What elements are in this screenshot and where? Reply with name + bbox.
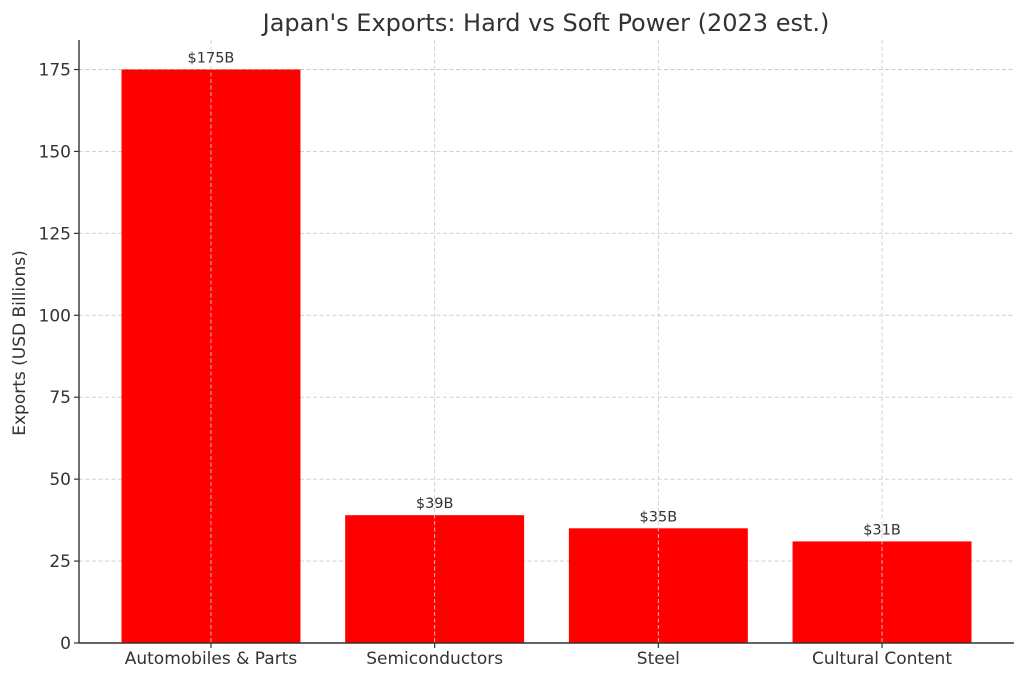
y-tick-label: 75 bbox=[49, 388, 71, 408]
y-tick-label: 125 bbox=[39, 224, 71, 244]
chart-title: Japan's Exports: Hard vs Soft Power (202… bbox=[261, 9, 830, 37]
x-axis-ticks: Automobiles & Parts Semiconductors Steel Cu… bbox=[125, 643, 952, 669]
y-tick-label: 175 bbox=[39, 60, 71, 80]
y-tick-label: 100 bbox=[39, 306, 71, 326]
y-tick-label: 25 bbox=[49, 552, 71, 572]
y-axis-label: Exports (USD Billions) bbox=[10, 250, 30, 436]
y-axis-ticks: 0 25 50 75 100 125 150 175 bbox=[39, 60, 79, 654]
bar-value-label: $175B bbox=[188, 50, 235, 66]
bars bbox=[121, 69, 972, 643]
x-tick-label: Semiconductors bbox=[366, 649, 503, 669]
y-tick-label: 0 bbox=[60, 634, 71, 654]
x-tick-label: Cultural Content bbox=[812, 649, 952, 669]
x-tick-label: Automobiles & Parts bbox=[125, 649, 298, 669]
y-tick-label: 150 bbox=[39, 142, 71, 162]
data-labels: $175B$39B$35B$31B bbox=[188, 40, 901, 643]
y-tick-label: 50 bbox=[49, 470, 71, 490]
x-tick-label: Steel bbox=[637, 649, 680, 669]
